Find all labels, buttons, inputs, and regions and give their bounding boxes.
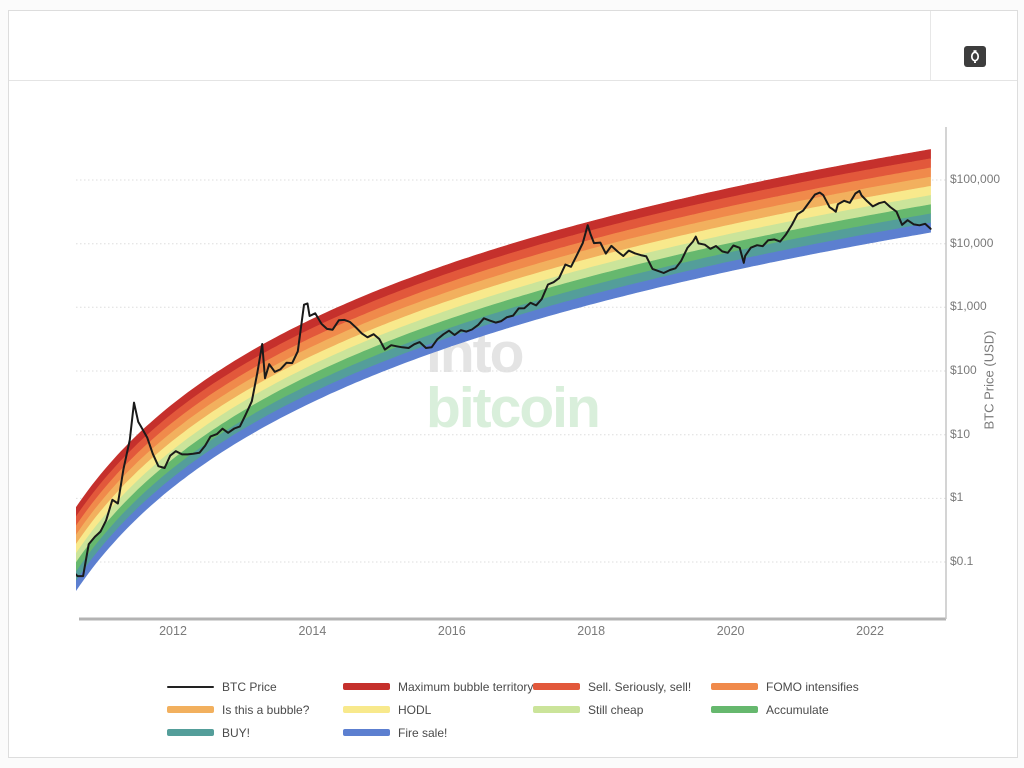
legend-item[interactable]: Is this a bubble? xyxy=(167,698,343,721)
rainbow-bands xyxy=(76,149,931,591)
legend-line-swatch xyxy=(167,685,214,688)
legend-label: Fire sale! xyxy=(398,725,448,740)
camera-icon[interactable] xyxy=(964,46,986,67)
toolbar-divider xyxy=(930,11,931,80)
rainbow-price-plot[interactable] xyxy=(9,81,1017,757)
band-9 xyxy=(76,222,931,591)
legend-item[interactable]: Fire sale! xyxy=(343,721,533,744)
chart-card: into bitcoin BTC Price (USD) 2012 2014 201… xyxy=(8,10,1018,758)
legend-item[interactable]: FOMO intensifies xyxy=(711,675,911,698)
legend-item[interactable]: Sell. Seriously, sell! xyxy=(533,675,711,698)
legend-item[interactable]: Still cheap xyxy=(533,698,711,721)
legend-label: Maximum bubble territory xyxy=(398,679,534,694)
legend-label: HODL xyxy=(398,702,432,717)
legend-item[interactable]: BUY! xyxy=(167,721,343,744)
chart-toolbar xyxy=(9,11,1017,81)
legend-label: Sell. Seriously, sell! xyxy=(588,679,692,694)
legend-item[interactable]: HODL xyxy=(343,698,533,721)
legend-label: FOMO intensifies xyxy=(766,679,859,694)
legend-label: Accumulate xyxy=(766,702,829,717)
legend-band-swatch xyxy=(343,706,390,713)
legend-label: BUY! xyxy=(222,725,251,740)
watermark-line-2: bitcoin xyxy=(426,376,601,440)
legend-item[interactable]: BTC Price xyxy=(167,675,343,698)
legend-band-swatch xyxy=(711,706,758,713)
legend-band-swatch xyxy=(167,706,214,713)
legend-label: BTC Price xyxy=(222,679,277,694)
legend: BTC Price Maximum bubble territory Sell. S… xyxy=(167,675,911,744)
btc-price-line xyxy=(76,189,932,578)
legend-band-swatch xyxy=(167,729,214,736)
legend-item[interactable]: Maximum bubble territory xyxy=(343,675,533,698)
legend-band-swatch xyxy=(343,729,390,736)
watermark: into bitcoin xyxy=(426,325,601,440)
legend-band-swatch xyxy=(533,683,580,690)
legend-label: Still cheap xyxy=(588,702,644,717)
legend-label: Is this a bubble? xyxy=(222,702,310,717)
legend-band-swatch xyxy=(343,683,390,690)
legend-item[interactable]: Accumulate xyxy=(711,698,911,721)
legend-band-swatch xyxy=(711,683,758,690)
chart-area: into bitcoin BTC Price (USD) 2012 2014 201… xyxy=(9,81,1017,757)
legend-band-swatch xyxy=(533,706,580,713)
